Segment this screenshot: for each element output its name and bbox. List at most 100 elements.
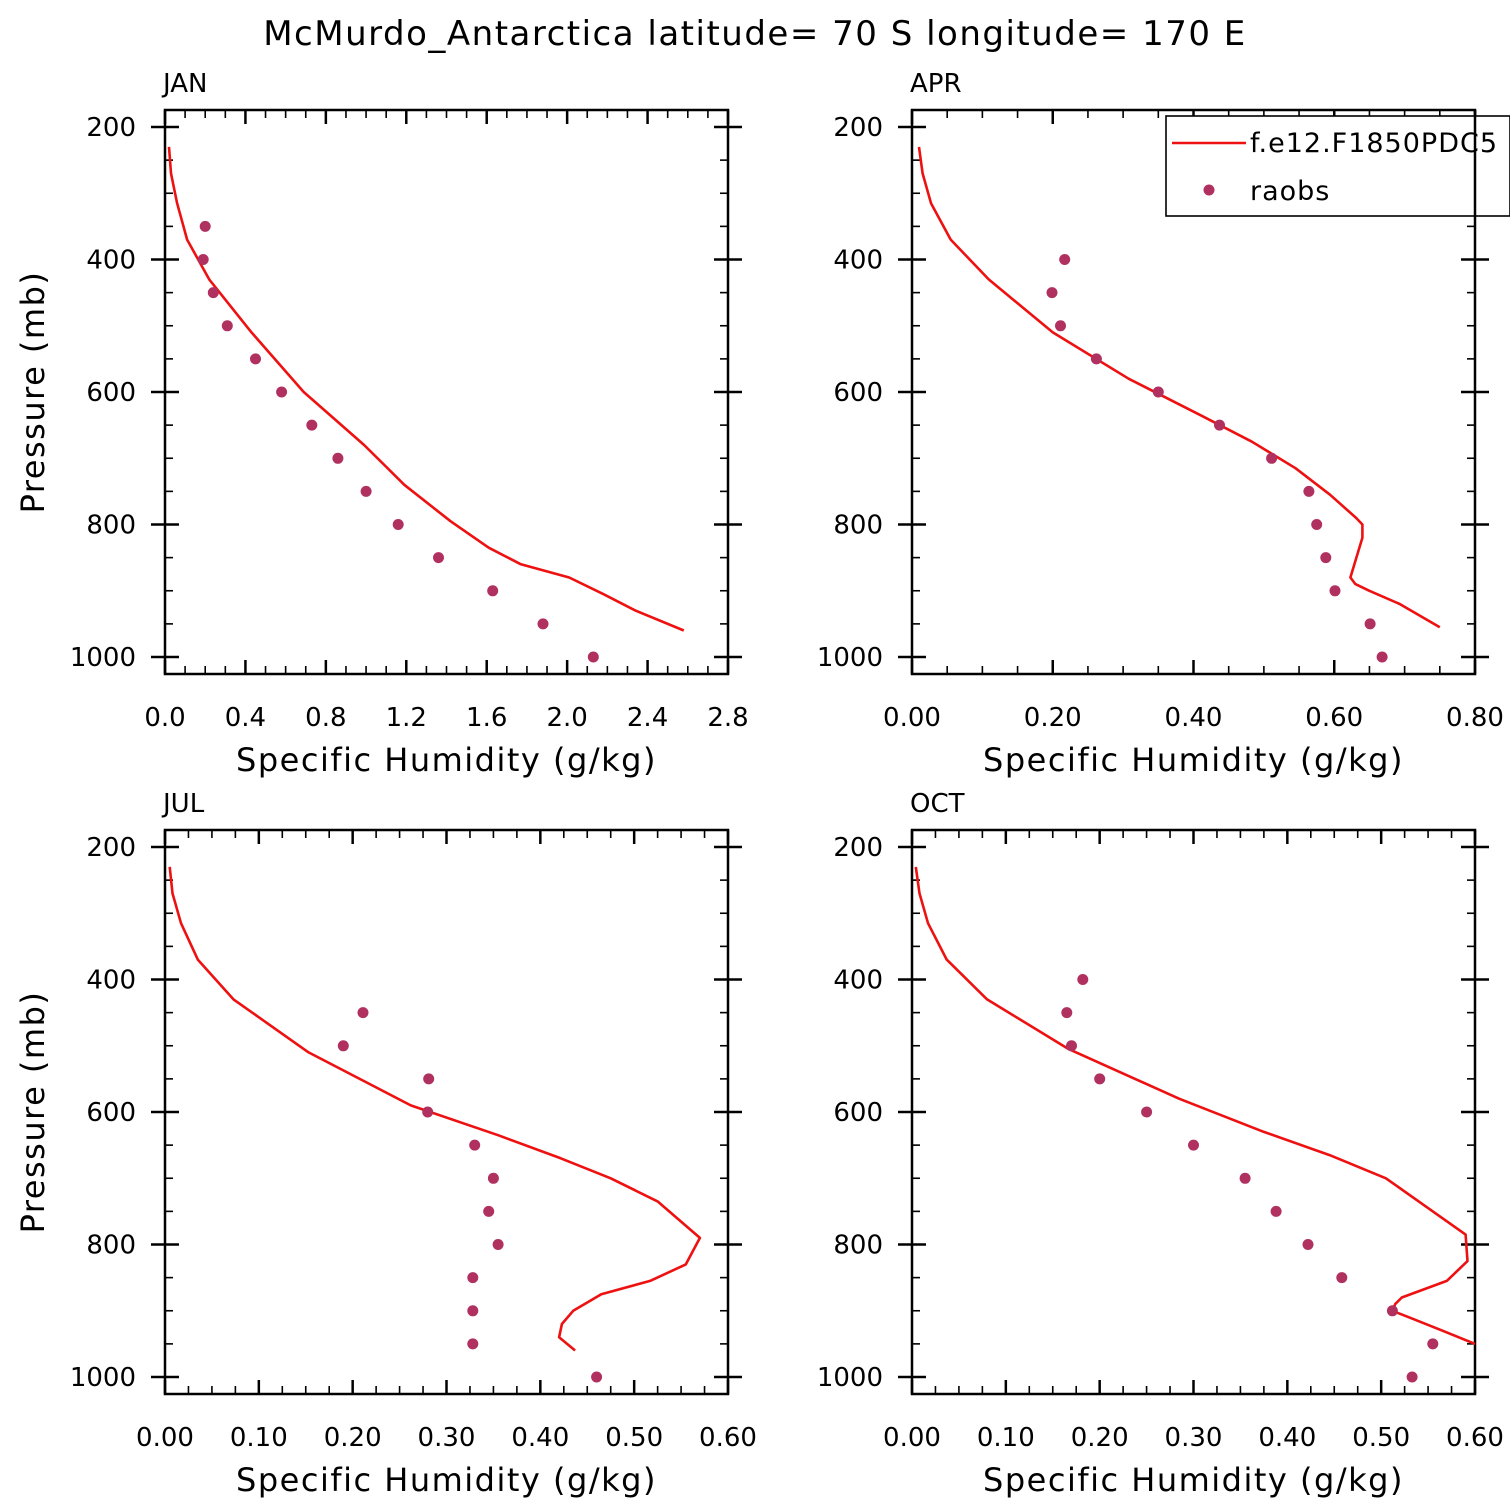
x-tick-label: 0.20: [1024, 703, 1082, 733]
raobs-point: [483, 1205, 495, 1217]
x-tick-label: 0.8: [305, 703, 346, 733]
legend-entry-raobs: raobs: [1250, 176, 1330, 207]
panel-label: JUL: [161, 789, 205, 819]
raobs-point: [467, 1338, 479, 1350]
raobs-point: [1066, 1040, 1077, 1052]
raobs-point: [276, 386, 288, 398]
raobs-point: [1094, 1073, 1106, 1085]
y-axis-label: Pressure (mb): [14, 991, 52, 1234]
raobs-point: [332, 452, 344, 464]
panel-label: APR: [910, 69, 962, 99]
raobs-point: [1214, 419, 1225, 431]
panel-jul: JUL 0.00 0.10 0.20 0.30 0.40 0.50 0.60 200 400 600…: [14, 789, 757, 1499]
raobs-point: [1152, 386, 1164, 398]
panels: JAN 0.0 0.4 0.8 1.2 1.6 2.0 2.4 2.8 200 400 600 800 1…: [14, 69, 1510, 1499]
y-tick-label: 200: [86, 113, 136, 143]
raobs-point: [1059, 254, 1071, 265]
y-tick-label: 800: [86, 1231, 136, 1261]
y-tick-label: 400: [833, 966, 883, 996]
x-tick-label: 0.20: [1071, 1423, 1129, 1453]
panel-label: JAN: [161, 69, 207, 99]
y-axis-label: Pressure (mb): [14, 271, 52, 514]
x-axis-label: Specific Humidity (g/kg): [983, 741, 1404, 779]
raobs-point: [360, 485, 372, 497]
raobs-point: [1303, 485, 1315, 497]
raobs-point: [1320, 552, 1332, 564]
legend-marker-swatch: [1203, 184, 1215, 196]
y-tick-label: 1000: [70, 1363, 136, 1393]
raobs-point: [250, 353, 261, 365]
raobs-point: [1055, 320, 1066, 332]
raobs-point: [467, 1272, 479, 1284]
raobs-point: [392, 519, 404, 530]
raobs-point: [207, 287, 219, 299]
raobs-point: [467, 1305, 479, 1317]
x-axis-label: Specific Humidity (g/kg): [236, 741, 657, 779]
x-tick-label: 0.40: [1165, 703, 1223, 733]
raobs-point: [1077, 974, 1089, 985]
legend-box: [1165, 115, 1510, 217]
x-tick-label: 0.20: [324, 1423, 382, 1453]
y-tick-label: 600: [86, 1098, 136, 1128]
raobs-point: [1329, 585, 1341, 597]
raobs-point: [1311, 519, 1323, 530]
model-series-line: [914, 866, 1475, 1346]
raobs-point: [423, 1073, 435, 1085]
x-tick-label: 0.10: [977, 1423, 1035, 1453]
x-tick-label: 2.0: [546, 703, 587, 733]
x-tick-label: 0.80: [1446, 703, 1504, 733]
raobs-point: [1266, 452, 1278, 464]
x-tick-label: 0.60: [699, 1423, 757, 1453]
x-tick-label: 0.10: [230, 1423, 288, 1453]
y-tick-label: 800: [833, 511, 883, 541]
plot-frame: [163, 828, 730, 1396]
model-series-line: [168, 866, 702, 1352]
raobs-point: [1427, 1338, 1439, 1350]
x-tick-label: 0.0: [144, 703, 185, 733]
y-tick-label: 200: [833, 113, 883, 143]
raobs-point: [587, 651, 599, 663]
raobs-point: [199, 220, 211, 232]
legend-entry-model: f.e12.F1850PDC5: [1250, 128, 1498, 159]
plot-frame: [163, 108, 730, 676]
y-tick-label: 200: [833, 833, 883, 863]
raobs-point: [1364, 618, 1376, 630]
x-tick-label: 0.40: [511, 1423, 569, 1453]
model-series-line: [167, 146, 685, 632]
x-tick-label: 0.30: [1165, 1423, 1223, 1453]
raobs-point: [1386, 1305, 1398, 1317]
legend: f.e12.F1850PDC5 raobs: [1165, 110, 1510, 217]
x-tick-label: 1.6: [466, 703, 507, 733]
y-tick-label: 1000: [70, 643, 136, 673]
x-tick-label: 0.40: [1258, 1423, 1316, 1453]
raobs-point: [422, 1106, 434, 1118]
y-tick-label: 800: [833, 1231, 883, 1261]
figure-title: McMurdo_Antarctica latitude= 70 S longit…: [263, 14, 1247, 54]
y-tick-label: 600: [833, 378, 883, 408]
raobs-point: [1336, 1272, 1348, 1284]
panel-apr: APR 0.00 0.20 0.40 0.60 0.80 200 400 600 800 1000 S…: [817, 69, 1510, 779]
raobs-point: [1302, 1239, 1314, 1250]
x-tick-label: 0.00: [883, 1423, 941, 1453]
y-tick-label: 200: [86, 833, 136, 863]
y-tick-label: 800: [86, 511, 136, 541]
panel-label: OCT: [910, 789, 965, 819]
raobs-point: [1188, 1139, 1199, 1151]
raobs-point: [1046, 287, 1058, 299]
x-tick-label: 0.00: [883, 703, 941, 733]
x-tick-label: 0.50: [1352, 1423, 1410, 1453]
raobs-point: [1239, 1172, 1251, 1184]
x-tick-label: 0.50: [605, 1423, 663, 1453]
x-axis-label: Specific Humidity (g/kg): [236, 1461, 657, 1499]
x-tick-label: 2.8: [707, 703, 748, 733]
x-tick-label: 0.4: [225, 703, 266, 733]
raobs-point: [1376, 651, 1388, 663]
raobs-point: [591, 1371, 603, 1383]
raobs-point: [433, 552, 444, 564]
raobs-point: [1141, 1106, 1153, 1118]
panel-oct: OCT 0.00 0.10 0.20 0.30 0.40 0.50 0.60 200 400 600…: [817, 789, 1504, 1499]
x-tick-label: 0.60: [1305, 703, 1363, 733]
x-tick-label: 1.2: [386, 703, 427, 733]
y-tick-label: 600: [86, 378, 136, 408]
